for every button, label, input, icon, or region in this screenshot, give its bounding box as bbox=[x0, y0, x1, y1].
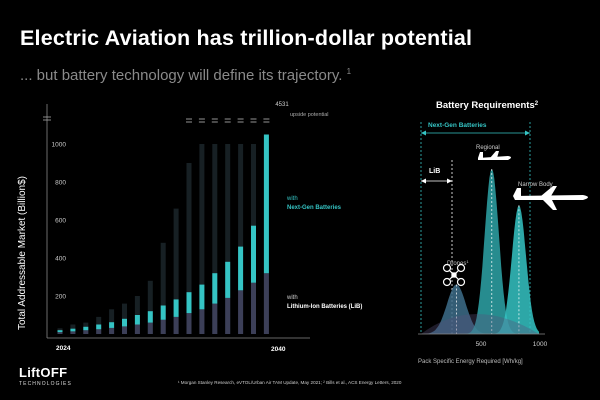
nextgen-bar bbox=[186, 292, 192, 314]
regional-jet-icon bbox=[478, 151, 511, 160]
upside-bars bbox=[186, 118, 270, 123]
drones-label: Drones1 bbox=[447, 259, 469, 267]
nextgen-bar bbox=[251, 225, 256, 283]
lib-bar bbox=[134, 324, 140, 334]
nextgen-bar bbox=[147, 311, 153, 323]
lib-bar bbox=[109, 327, 115, 334]
page-subtitle: ... but battery technology will define i… bbox=[20, 67, 351, 84]
distribution-area bbox=[421, 284, 539, 334]
nextgen-series-label: Next-Gen Batteries bbox=[287, 205, 342, 211]
nextgen-range-label: Next-Gen Batteries bbox=[428, 122, 487, 129]
lib-bar bbox=[96, 329, 102, 334]
grey-potential-bar bbox=[186, 163, 192, 334]
lib-bar bbox=[57, 332, 63, 334]
drone-icon bbox=[442, 263, 466, 287]
y-tick-label: 200 bbox=[55, 294, 66, 301]
nextgen-bar bbox=[160, 305, 166, 320]
subtitle-reference: 1 bbox=[346, 67, 352, 76]
upside-label: upside potential bbox=[290, 112, 329, 118]
lib-bar bbox=[173, 316, 179, 334]
stacked-bars bbox=[57, 134, 269, 334]
lib-bar bbox=[83, 330, 89, 334]
battery-chart-title: Battery Requirements2 bbox=[436, 100, 539, 111]
nextgen-bar bbox=[238, 246, 244, 291]
battery-x-axis-label: Pack Specific Energy Required [Wh/kg] bbox=[418, 359, 523, 365]
lib-bar bbox=[147, 322, 153, 334]
lib-bar bbox=[212, 303, 218, 334]
lib-bar bbox=[225, 297, 231, 334]
x-tick-1000: 1000 bbox=[533, 341, 548, 348]
upside-max-label: 4531 bbox=[275, 102, 289, 108]
lib-bar bbox=[160, 319, 166, 334]
page-title: Electric Aviation has trillion-dollar po… bbox=[20, 26, 473, 50]
y-tick-label: 1000 bbox=[52, 142, 67, 149]
energy-distributions bbox=[421, 169, 539, 334]
nextgen-bar bbox=[109, 322, 115, 328]
company-logo-subtitle: TECHNOLOGIES bbox=[19, 381, 72, 387]
x-end-label: 2040 bbox=[271, 346, 286, 353]
grey-potential-bar bbox=[173, 208, 179, 334]
company-logo: LiftOFF bbox=[19, 365, 68, 380]
nextgen-with-label: with bbox=[286, 196, 298, 202]
lib-range-label: LiB bbox=[429, 168, 440, 175]
lib-with-label: with bbox=[286, 295, 298, 301]
grey-potential-bar bbox=[238, 144, 244, 334]
tam-chart: Total Addressable Market (Billion$) 200 4… bbox=[17, 102, 362, 353]
nextgen-bar bbox=[134, 315, 140, 325]
nextgen-bar bbox=[225, 261, 231, 298]
y-axis-label: Total Addressable Market (Billion$) bbox=[17, 176, 28, 330]
distribution-area bbox=[421, 169, 539, 334]
grey-potential-bar bbox=[199, 144, 205, 334]
x-tick-500: 500 bbox=[476, 341, 487, 348]
grey-potential-bar bbox=[225, 144, 231, 334]
lib-bar bbox=[251, 282, 256, 334]
nextgen-bar bbox=[212, 273, 218, 304]
grey-potential-bar bbox=[212, 144, 218, 334]
nextgen-bar bbox=[199, 284, 205, 310]
battery-requirements-chart: Battery Requirements2 Next-Gen Batteries… bbox=[418, 100, 588, 365]
nextgen-bar bbox=[263, 134, 269, 274]
y-tick-label: 800 bbox=[55, 180, 66, 187]
subtitle-text: ... but battery technology will define i… bbox=[20, 67, 343, 84]
footnote: ¹ Morgan Stanley Research, eVTOL/Urban A… bbox=[178, 380, 402, 385]
nextgen-bar bbox=[96, 324, 102, 330]
grey-potential-bar bbox=[160, 242, 166, 334]
nextgen-bar bbox=[83, 326, 89, 331]
lib-bar bbox=[199, 309, 205, 334]
lib-bar bbox=[70, 331, 76, 334]
y-tick-label: 600 bbox=[55, 218, 66, 225]
lib-bar bbox=[238, 290, 244, 334]
x-start-label: 2024 bbox=[56, 345, 71, 352]
nextgen-bar bbox=[122, 318, 127, 327]
narrow-body-plane-icon bbox=[513, 186, 588, 210]
grey-potential-bar bbox=[147, 280, 153, 334]
lib-bar bbox=[263, 273, 269, 334]
distribution-area bbox=[421, 205, 539, 334]
lib-bar bbox=[122, 326, 127, 334]
y-tick-label: 400 bbox=[55, 256, 66, 263]
arrow-head-left bbox=[421, 130, 426, 136]
lib-bar bbox=[186, 313, 192, 334]
arrow-head-right bbox=[525, 130, 530, 136]
nextgen-bar bbox=[173, 299, 179, 317]
grey-potential-bar bbox=[109, 309, 115, 334]
nextgen-bar bbox=[70, 328, 76, 332]
nextgen-bar bbox=[57, 330, 63, 333]
regional-label: Regional bbox=[476, 145, 500, 151]
lib-arrow-head-right bbox=[447, 178, 452, 184]
lib-series-label: Lithium-Ion Batteries (LiB) bbox=[287, 304, 362, 310]
narrow-body-label: Narrow Body bbox=[518, 182, 553, 188]
y-tick-labels: 200 400 600 800 1000 bbox=[52, 142, 67, 301]
lib-arrow-head-left bbox=[421, 178, 426, 184]
background-distribution bbox=[421, 314, 539, 334]
